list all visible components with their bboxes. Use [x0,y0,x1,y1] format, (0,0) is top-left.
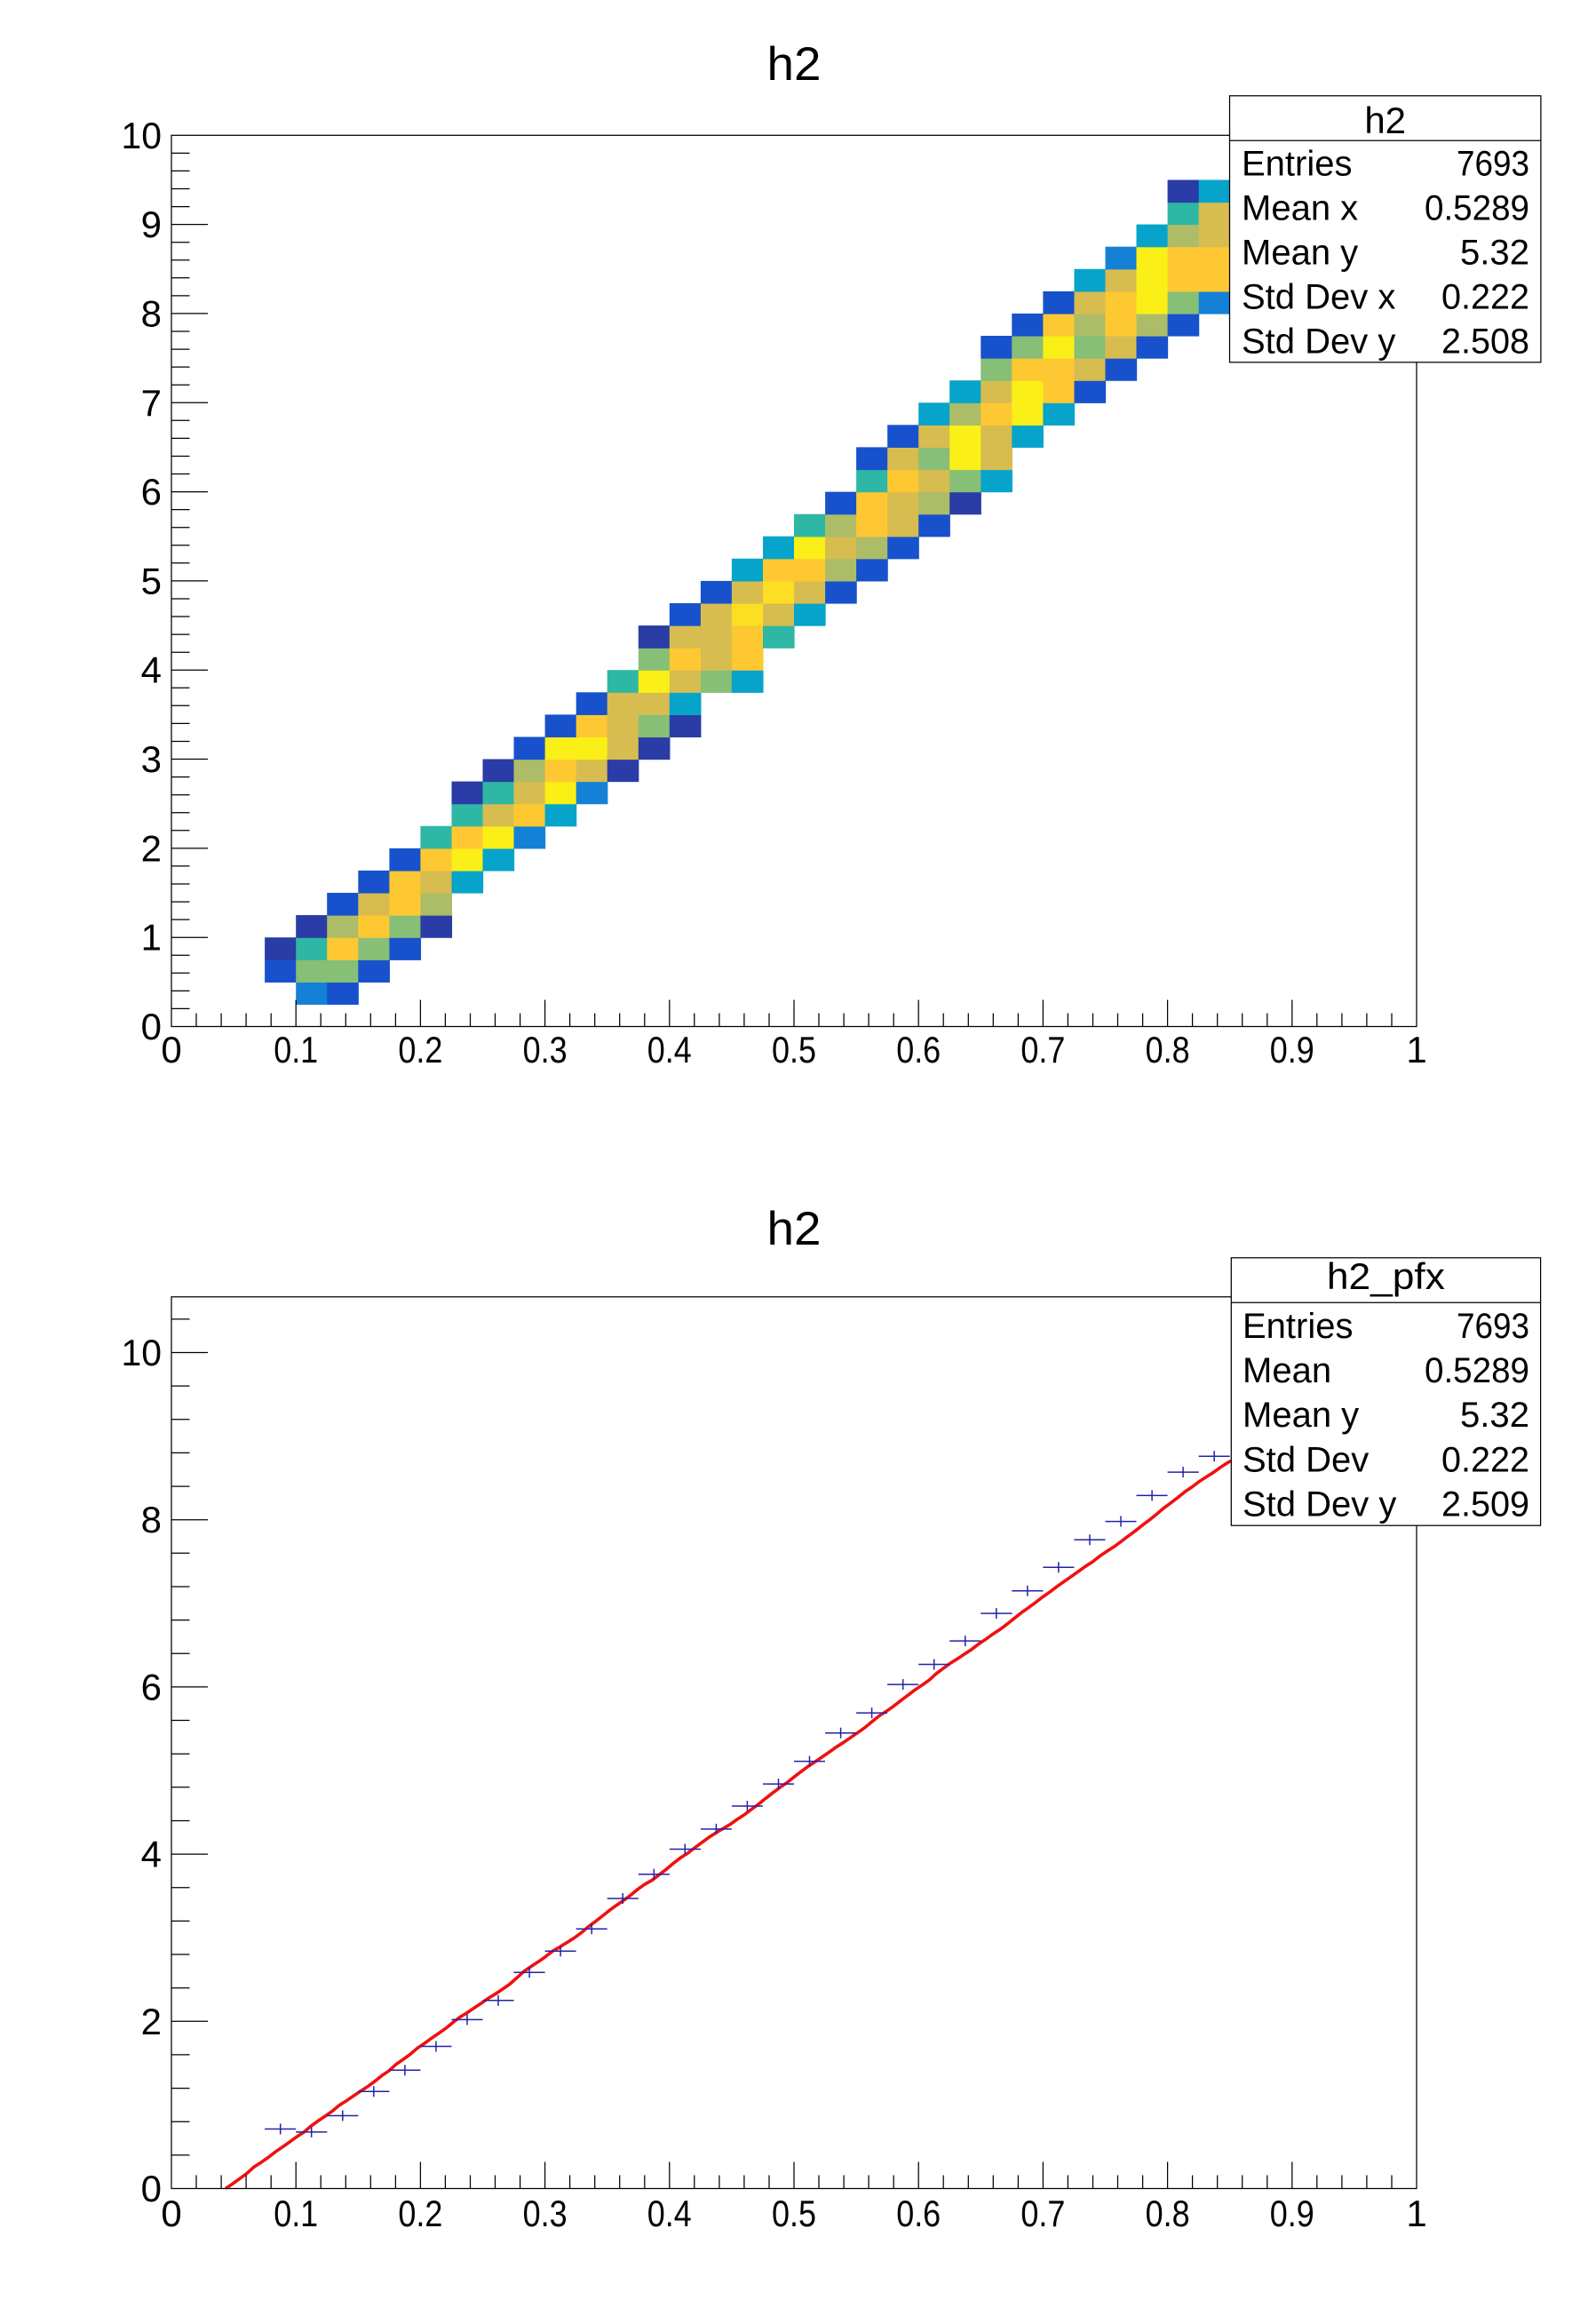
svg-text:0.222: 0.222 [1441,1440,1529,1479]
svg-text:2: 2 [141,827,162,869]
svg-text:0: 0 [141,1006,162,1047]
svg-text:Std Dev y: Std Dev y [1243,1485,1396,1524]
svg-text:1: 1 [141,917,162,959]
svg-text:Entries: Entries [1243,1307,1354,1346]
svg-text:Std Dev y: Std Dev y [1242,322,1395,361]
svg-text:0.5289: 0.5289 [1425,1351,1529,1390]
svg-text:2.509: 2.509 [1441,1485,1529,1524]
svg-text:Std Dev: Std Dev [1243,1440,1369,1479]
svg-text:3: 3 [141,738,162,780]
svg-text:8: 8 [141,1499,162,1540]
svg-text:0.6: 0.6 [896,1029,941,1070]
svg-text:0.5: 0.5 [772,1029,816,1070]
svg-text:0.9: 0.9 [1270,2193,1314,2234]
svg-text:1: 1 [1406,2193,1426,2234]
svg-text:0.5289: 0.5289 [1425,189,1529,228]
svg-text:6: 6 [141,471,162,513]
svg-text:0: 0 [161,1029,181,1070]
svg-text:h2: h2 [767,1203,822,1255]
svg-text:0.1: 0.1 [274,2193,318,2234]
svg-text:Entries: Entries [1242,145,1353,184]
svg-text:0.1: 0.1 [274,1029,318,1070]
svg-text:0.2: 0.2 [398,1029,442,1070]
svg-text:0.2: 0.2 [398,2193,442,2234]
svg-text:0.3: 0.3 [523,1029,568,1070]
svg-text:0.5: 0.5 [772,2193,816,2234]
svg-text:10: 10 [122,1332,163,1373]
svg-text:h2: h2 [1364,99,1406,141]
svg-text:7: 7 [141,382,162,424]
svg-text:Mean y: Mean y [1243,1396,1359,1435]
svg-text:7693: 7693 [1457,145,1529,184]
svg-text:Std Dev x: Std Dev x [1242,277,1395,316]
svg-text:7693: 7693 [1457,1307,1529,1346]
svg-text:6: 6 [141,1666,162,1707]
svg-text:Mean y: Mean y [1242,234,1358,273]
svg-text:0.8: 0.8 [1146,2193,1190,2234]
svg-text:0: 0 [161,2193,181,2234]
svg-text:h2_pfx: h2_pfx [1327,1255,1445,1297]
svg-text:4: 4 [141,649,162,691]
svg-text:0.7: 0.7 [1020,1029,1065,1070]
svg-text:4: 4 [141,1834,162,1875]
svg-text:8: 8 [141,292,162,334]
svg-text:5.32: 5.32 [1460,234,1529,273]
svg-text:0.4: 0.4 [647,1029,692,1070]
svg-text:10: 10 [122,115,163,156]
svg-text:0.8: 0.8 [1146,1029,1190,1070]
svg-text:0.7: 0.7 [1020,2193,1065,2234]
svg-text:0.9: 0.9 [1270,1029,1314,1070]
svg-text:0.4: 0.4 [647,2193,692,2234]
svg-text:9: 9 [141,203,162,245]
svg-text:0: 0 [141,2168,162,2209]
svg-text:h2: h2 [767,38,822,91]
svg-text:5: 5 [141,560,162,601]
svg-text:2: 2 [141,2001,162,2042]
svg-text:2.508: 2.508 [1441,322,1529,361]
svg-text:1: 1 [1406,1029,1426,1070]
svg-text:Mean x: Mean x [1242,189,1358,228]
svg-text:0.222: 0.222 [1441,277,1529,316]
svg-text:0.3: 0.3 [523,2193,568,2234]
svg-text:Mean: Mean [1243,1351,1331,1390]
svg-text:0.6: 0.6 [896,2193,941,2234]
svg-text:5.32: 5.32 [1460,1396,1529,1435]
